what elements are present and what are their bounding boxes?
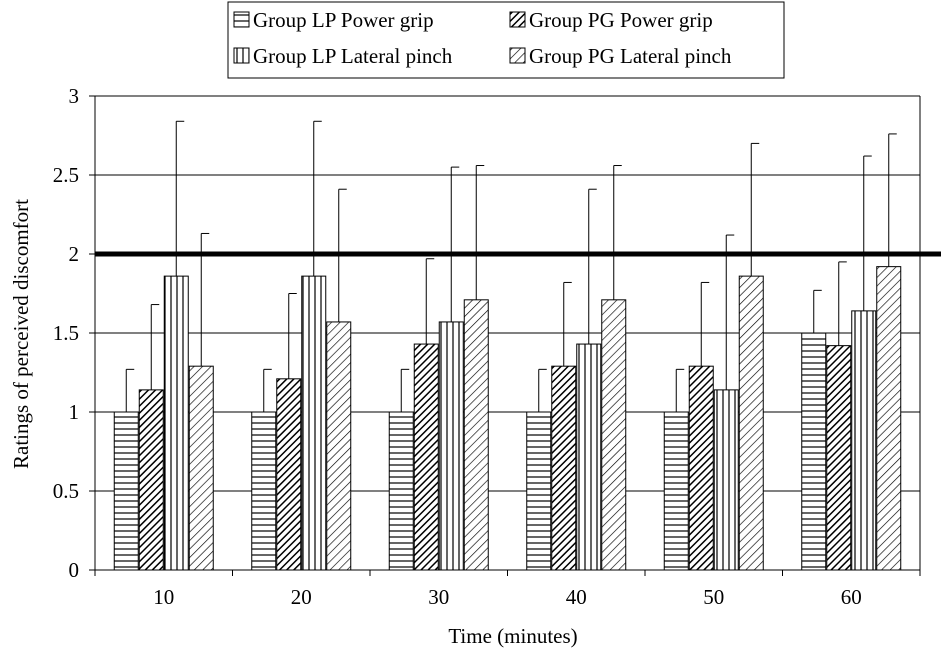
bar bbox=[276, 378, 302, 571]
bar bbox=[601, 299, 627, 571]
bar bbox=[826, 345, 852, 571]
bar bbox=[388, 411, 414, 571]
legend-label: Group PG Lateral pinch bbox=[529, 44, 732, 68]
legend-label: Group PG Power grip bbox=[529, 8, 713, 32]
x-tick-label: 20 bbox=[291, 585, 312, 609]
y-axis-title: Ratings of perceived discomfort bbox=[9, 199, 33, 469]
bar bbox=[526, 411, 552, 571]
legend-swatch bbox=[509, 47, 526, 64]
legend-swatch bbox=[509, 11, 526, 28]
bar bbox=[551, 365, 577, 571]
x-tick-label: 10 bbox=[153, 585, 174, 609]
y-tick-label: 0 bbox=[69, 558, 80, 582]
bar bbox=[113, 411, 139, 571]
legend-swatch bbox=[233, 47, 250, 64]
bar bbox=[688, 365, 714, 571]
legend-swatch bbox=[233, 11, 250, 28]
bar bbox=[326, 321, 352, 571]
bar bbox=[138, 389, 164, 571]
x-tick-label: 60 bbox=[841, 585, 862, 609]
x-tick-label: 40 bbox=[566, 585, 587, 609]
axes bbox=[89, 95, 921, 576]
bar bbox=[851, 310, 877, 571]
gridlines bbox=[95, 95, 921, 570]
bar bbox=[463, 299, 489, 571]
x-axis-title: Time (minutes) bbox=[448, 624, 577, 648]
y-tick-label: 2.5 bbox=[53, 163, 79, 187]
bar bbox=[576, 343, 602, 571]
bar bbox=[301, 275, 327, 571]
bar bbox=[801, 332, 827, 571]
legend-label: Group LP Power grip bbox=[253, 8, 434, 32]
bar bbox=[663, 411, 689, 571]
legend-box bbox=[227, 1, 785, 79]
bar bbox=[163, 275, 189, 571]
bar bbox=[251, 411, 277, 571]
tick-labels: 0 0.5 1 1.5 2 2.5 3 10 20 30 40 50 60 bbox=[53, 84, 862, 609]
error-bars bbox=[125, 120, 897, 412]
y-tick-label: 3 bbox=[69, 84, 80, 108]
bar bbox=[188, 365, 214, 571]
x-tick-label: 30 bbox=[428, 585, 449, 609]
legend: Group LP Power grip Group PG Power grip Gr… bbox=[227, 1, 785, 79]
bar bbox=[438, 321, 464, 571]
bar bbox=[713, 389, 739, 571]
x-tick-label: 50 bbox=[703, 585, 724, 609]
y-tick-label: 1.5 bbox=[53, 321, 79, 345]
y-tick-label: 1 bbox=[69, 400, 80, 424]
bar bbox=[738, 275, 764, 571]
y-tick-label: 0.5 bbox=[53, 479, 79, 503]
bars bbox=[113, 266, 902, 571]
bar bbox=[876, 266, 902, 571]
bar bbox=[413, 343, 439, 571]
y-tick-label: 2 bbox=[69, 242, 80, 266]
legend-label: Group LP Lateral pinch bbox=[253, 44, 453, 68]
